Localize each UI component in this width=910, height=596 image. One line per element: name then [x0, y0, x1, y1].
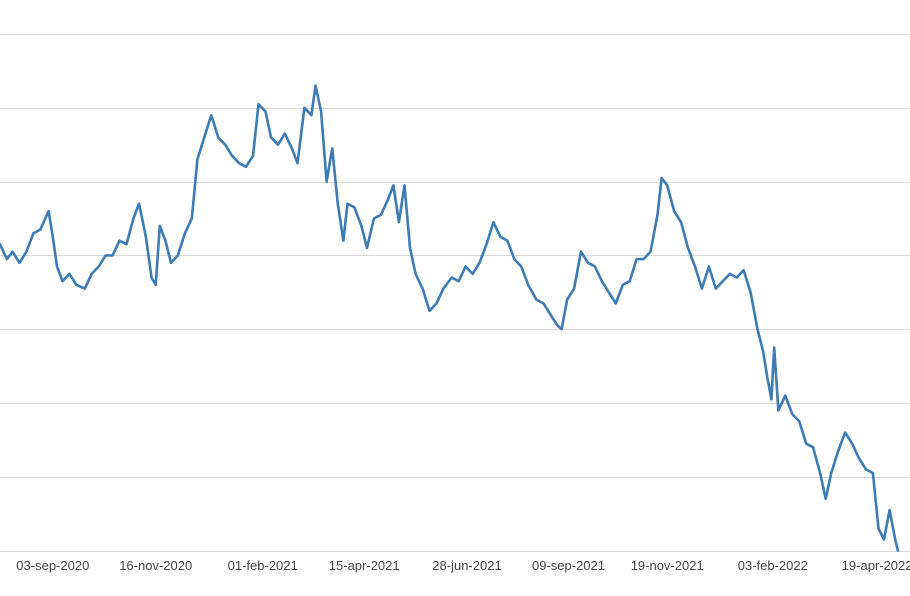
x-axis-ticks: 03-sep-2020 16-nov-2020 01-feb-2021 15-apr-…: [16, 558, 910, 573]
x-tick-label: 03-feb-2022: [738, 558, 808, 573]
x-tick-label: 28-jun-2021: [432, 558, 501, 573]
gridlines: [0, 34, 910, 552]
x-tick-label: 01-feb-2021: [228, 558, 298, 573]
x-tick-label: 19-nov-2021: [631, 558, 704, 573]
series-layer: [0, 84, 900, 552]
x-tick-label: 19-apr-2022: [842, 558, 910, 573]
series-line-0: [0, 84, 900, 552]
x-tick-label: 03-sep-2020: [16, 558, 89, 573]
x-tick-label: 09-sep-2021: [532, 558, 605, 573]
x-tick-label: 16-nov-2020: [119, 558, 192, 573]
x-tick-label: 15-apr-2021: [329, 558, 400, 573]
